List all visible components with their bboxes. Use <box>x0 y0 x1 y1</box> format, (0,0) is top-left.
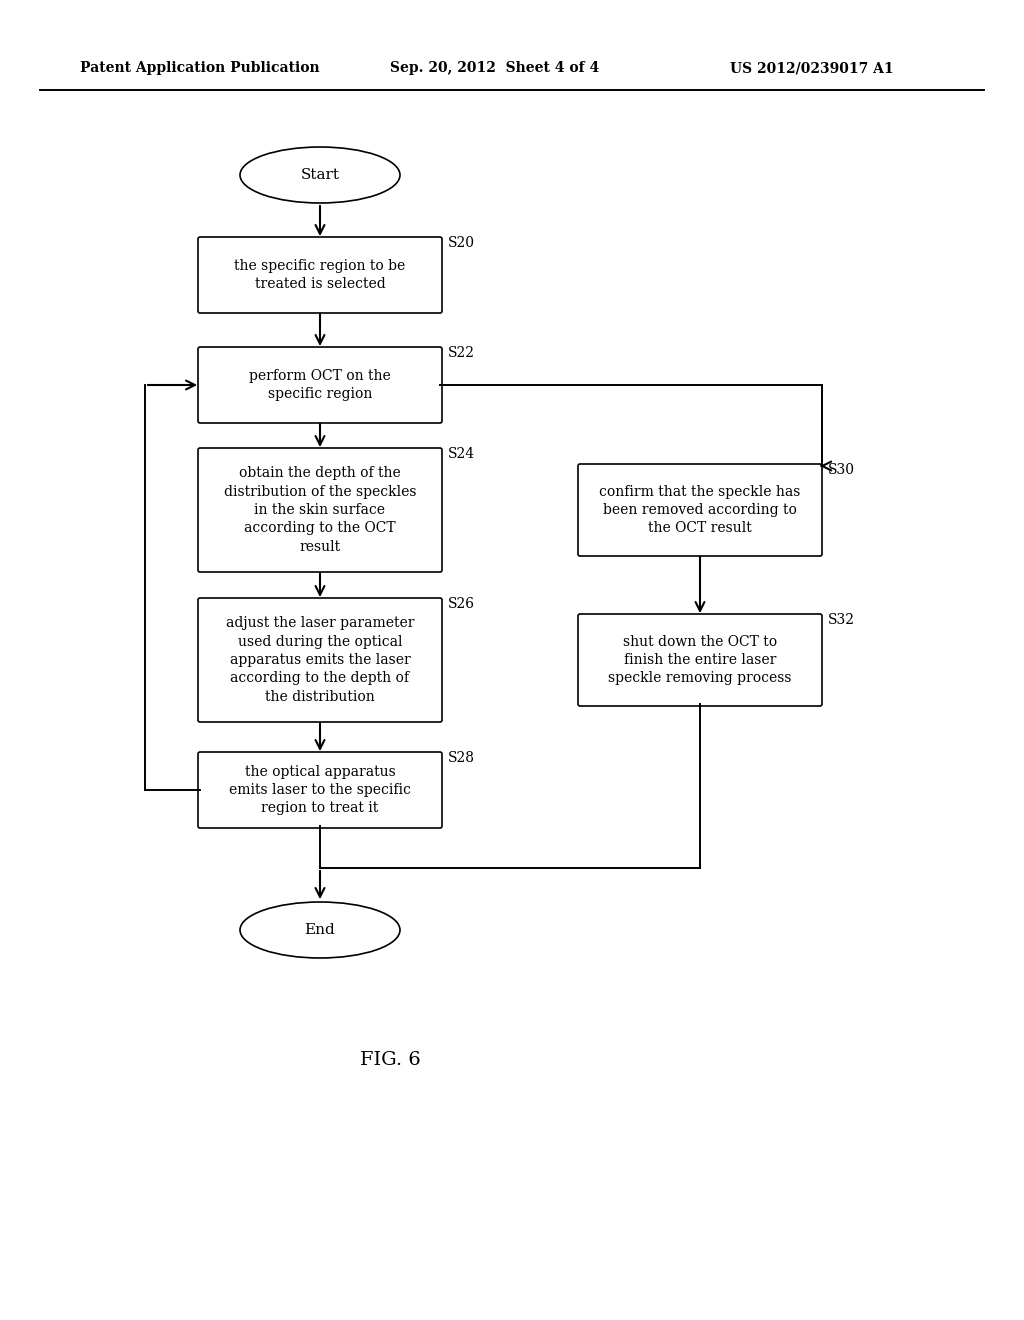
Text: obtain the depth of the
distribution of the speckles
in the skin surface
accordi: obtain the depth of the distribution of … <box>224 466 416 554</box>
Text: S24: S24 <box>449 447 475 461</box>
Text: US 2012/0239017 A1: US 2012/0239017 A1 <box>730 61 894 75</box>
FancyBboxPatch shape <box>578 614 822 706</box>
FancyBboxPatch shape <box>198 752 442 828</box>
FancyBboxPatch shape <box>198 598 442 722</box>
Text: S22: S22 <box>449 346 475 360</box>
Text: confirm that the speckle has
been removed according to
the OCT result: confirm that the speckle has been remove… <box>599 484 801 536</box>
FancyBboxPatch shape <box>198 238 442 313</box>
Text: the specific region to be
treated is selected: the specific region to be treated is sel… <box>234 259 406 292</box>
Ellipse shape <box>240 902 400 958</box>
Text: S20: S20 <box>449 236 475 249</box>
Text: shut down the OCT to
finish the entire laser
speckle removing process: shut down the OCT to finish the entire l… <box>608 635 792 685</box>
FancyBboxPatch shape <box>198 447 442 572</box>
Text: Start: Start <box>300 168 340 182</box>
Text: perform OCT on the
specific region: perform OCT on the specific region <box>249 368 391 401</box>
Text: FIG. 6: FIG. 6 <box>359 1051 421 1069</box>
Text: S28: S28 <box>449 751 475 766</box>
FancyBboxPatch shape <box>198 347 442 422</box>
Text: adjust the laser parameter
used during the optical
apparatus emits the laser
acc: adjust the laser parameter used during t… <box>225 616 415 704</box>
Text: End: End <box>304 923 336 937</box>
Text: S32: S32 <box>828 612 855 627</box>
Text: the optical apparatus
emits laser to the specific
region to treat it: the optical apparatus emits laser to the… <box>229 764 411 816</box>
Text: Patent Application Publication: Patent Application Publication <box>80 61 319 75</box>
Text: S30: S30 <box>828 463 855 477</box>
FancyBboxPatch shape <box>578 465 822 556</box>
Text: Sep. 20, 2012  Sheet 4 of 4: Sep. 20, 2012 Sheet 4 of 4 <box>390 61 599 75</box>
Text: S26: S26 <box>449 597 475 611</box>
Ellipse shape <box>240 147 400 203</box>
